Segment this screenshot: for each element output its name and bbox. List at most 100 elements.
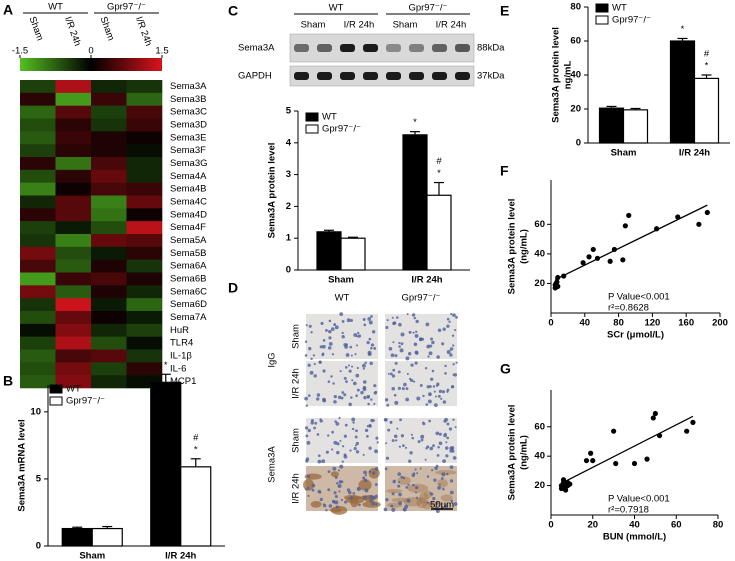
annotation: r²=0.7918 [608,505,649,516]
bar [693,77,720,144]
blot-band [363,44,378,52]
x-tick-label: 160 [678,318,694,329]
x-tick-label: 40 [580,318,591,329]
nucleus [342,445,345,448]
nucleus [323,504,327,508]
x-tick-label: 0 [548,520,553,531]
nucleus [374,390,378,394]
nucleus [340,480,344,483]
nucleus [413,316,417,320]
nucleus [339,370,342,373]
y-axis-label: Sema3A protein level [551,27,562,123]
y-tick-label: 60 [534,219,545,230]
row-label: Sema3A [170,81,207,92]
nucleus [318,491,322,494]
nucleus [366,424,370,428]
nucleus [341,335,345,339]
heatmap-cell [91,362,127,376]
row-label: Sema7A [170,312,207,323]
nucleus [355,373,360,378]
heatmap-cell [55,336,92,350]
nucleus [446,472,449,476]
nucleus [373,402,376,406]
nucleus [363,495,367,500]
heatmap-cell [20,195,56,209]
nucleus [452,418,455,421]
nucleus [324,328,328,332]
significance-mark: * [413,117,417,128]
row-label: Sema3B [170,94,206,105]
nucleus [356,487,359,490]
nucleus [400,332,405,337]
heatmap-cell [91,92,127,106]
nucleus [443,419,447,423]
nucleus [368,320,373,325]
nucleus [403,382,407,387]
nucleus [405,486,409,489]
nucleus [363,478,368,483]
nucleus [409,451,413,455]
column-label: I/R 24h [62,15,83,48]
nucleus [446,324,450,328]
nucleus [337,395,342,400]
nucleus [334,475,338,479]
nucleus [353,447,357,451]
nucleus [305,324,308,327]
error-bar [348,236,358,239]
nucleus [368,337,372,341]
heatmap-cell [126,118,163,132]
nucleus [374,449,379,454]
nucleus [441,390,446,394]
nucleus [339,312,344,317]
heatmap-cell [20,246,56,260]
nucleus [412,380,416,383]
point [594,255,601,261]
nucleus [452,363,455,366]
y-axis-label: Sema3A mRNA level [17,419,28,511]
heatmap-cell [20,92,56,106]
point [561,273,567,279]
legend-label: Gpr97⁻/⁻ [612,15,651,26]
nucleus [335,422,340,426]
significance-mark: * [194,444,198,455]
nucleus [387,372,390,375]
nucleus [402,476,406,480]
heatmap-cell [55,92,92,106]
point [631,460,638,467]
x-tick-label: Sham [328,275,354,286]
nucleus [430,377,434,381]
legend-swatch [49,396,63,406]
nucleus [438,389,443,394]
heatmap-cell [91,311,127,325]
colorbar-tick-label: -1.5 [12,46,28,57]
point [696,221,702,227]
nucleus [304,354,308,357]
group-label: IgG [267,352,278,367]
point [656,432,663,439]
nucleus [455,315,458,319]
nucleus [429,446,434,451]
nucleus [411,313,416,317]
column-label: Gpr97⁻/⁻ [401,293,440,304]
y-tick-label: 20 [534,480,545,491]
point [652,410,658,417]
nucleus [398,481,401,484]
heatmap-cell [55,182,92,196]
y-axis-label: (ng/mL) [519,229,530,264]
significance-mark: * [705,61,709,72]
point [607,258,613,264]
point [555,283,561,289]
nucleus [331,430,334,434]
point [560,477,567,483]
nucleus [390,504,394,508]
nucleus [331,499,336,504]
nucleus [398,322,402,327]
blot-band [455,44,470,52]
nucleus [350,396,353,399]
nucleus [351,379,354,382]
point [590,246,596,253]
row-label: TLR4 [170,338,193,349]
heatmap-cell [91,195,127,209]
nucleus [331,353,335,356]
nucleus [446,422,450,426]
